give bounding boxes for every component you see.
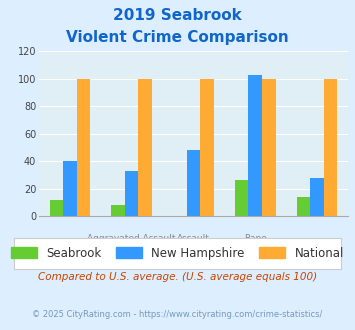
Bar (262, 79, 275, 216)
Bar (248, 75, 262, 216)
Bar (77, 79, 90, 216)
Text: Compared to U.S. average. (U.S. average equals 100): Compared to U.S. average. (U.S. average … (38, 272, 317, 282)
Bar (138, 79, 152, 216)
Bar (310, 178, 324, 216)
Text: Robbery: Robbery (298, 248, 336, 257)
Bar (297, 197, 310, 216)
Text: Violent Crime Comparison: Violent Crime Comparison (66, 30, 289, 45)
Text: © 2025 CityRating.com - https://www.cityrating.com/crime-statistics/: © 2025 CityRating.com - https://www.city… (32, 310, 323, 318)
Legend: Seabrook, New Hampshire, National: Seabrook, New Hampshire, National (8, 243, 347, 263)
Bar (111, 205, 125, 216)
Text: 2019 Seabrook: 2019 Seabrook (113, 8, 242, 23)
Bar (187, 150, 200, 216)
Text: All Violent Crime: All Violent Crime (32, 248, 108, 257)
Bar (63, 161, 77, 216)
Bar (50, 200, 63, 216)
Text: Rape: Rape (244, 234, 267, 243)
Text: Murder & Mans...: Murder & Mans... (155, 248, 232, 257)
Bar (200, 79, 214, 216)
Bar (125, 171, 138, 216)
Bar (235, 181, 248, 216)
Text: Assault: Assault (177, 234, 210, 243)
Bar (324, 79, 337, 216)
Text: Aggravated Assault: Aggravated Assault (87, 234, 176, 243)
